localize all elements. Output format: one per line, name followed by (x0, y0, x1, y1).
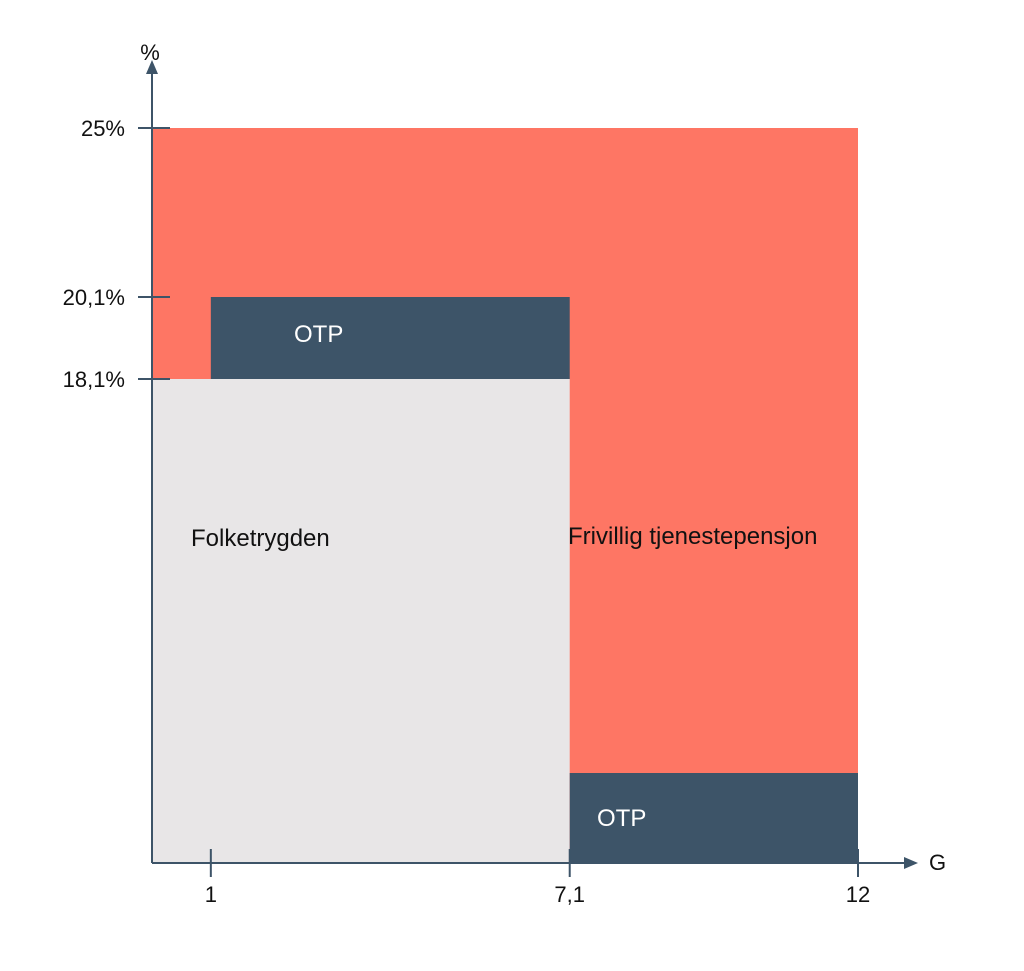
region-folketrygden (152, 379, 570, 863)
regions-layer (152, 128, 858, 863)
y-axis-arrow-icon (146, 60, 158, 74)
x-tick-label-0: 1 (205, 882, 217, 907)
x-tick-label-1: 7,1 (554, 882, 585, 907)
region-label-folketrygden: Folketrygden (191, 525, 330, 552)
region-label-otp-upper: OTP (294, 321, 343, 348)
x-axis-label: G (929, 850, 946, 875)
axes-layer: % G (140, 40, 946, 875)
y-tick-label-1: 20,1% (63, 285, 125, 310)
region-otp-lower (569, 773, 858, 863)
y-axis-label: % (140, 40, 160, 65)
region-label-otp-lower: OTP (597, 805, 646, 832)
region-otp-upper (210, 297, 570, 379)
y-tick-label-0: 25% (81, 116, 125, 141)
region-label-frivillig: Frivillig tjenestepensjon (568, 523, 817, 550)
ticks-layer: 25% 20,1% 18,1% 1 7,1 12 (63, 116, 871, 907)
region-labels-layer: Frivillig tjenestepensjon Folketrygden OTP… (191, 321, 817, 832)
x-tick-label-2: 12 (846, 882, 870, 907)
x-axis-arrow-icon (904, 857, 918, 869)
y-tick-label-2: 18,1% (63, 367, 125, 392)
